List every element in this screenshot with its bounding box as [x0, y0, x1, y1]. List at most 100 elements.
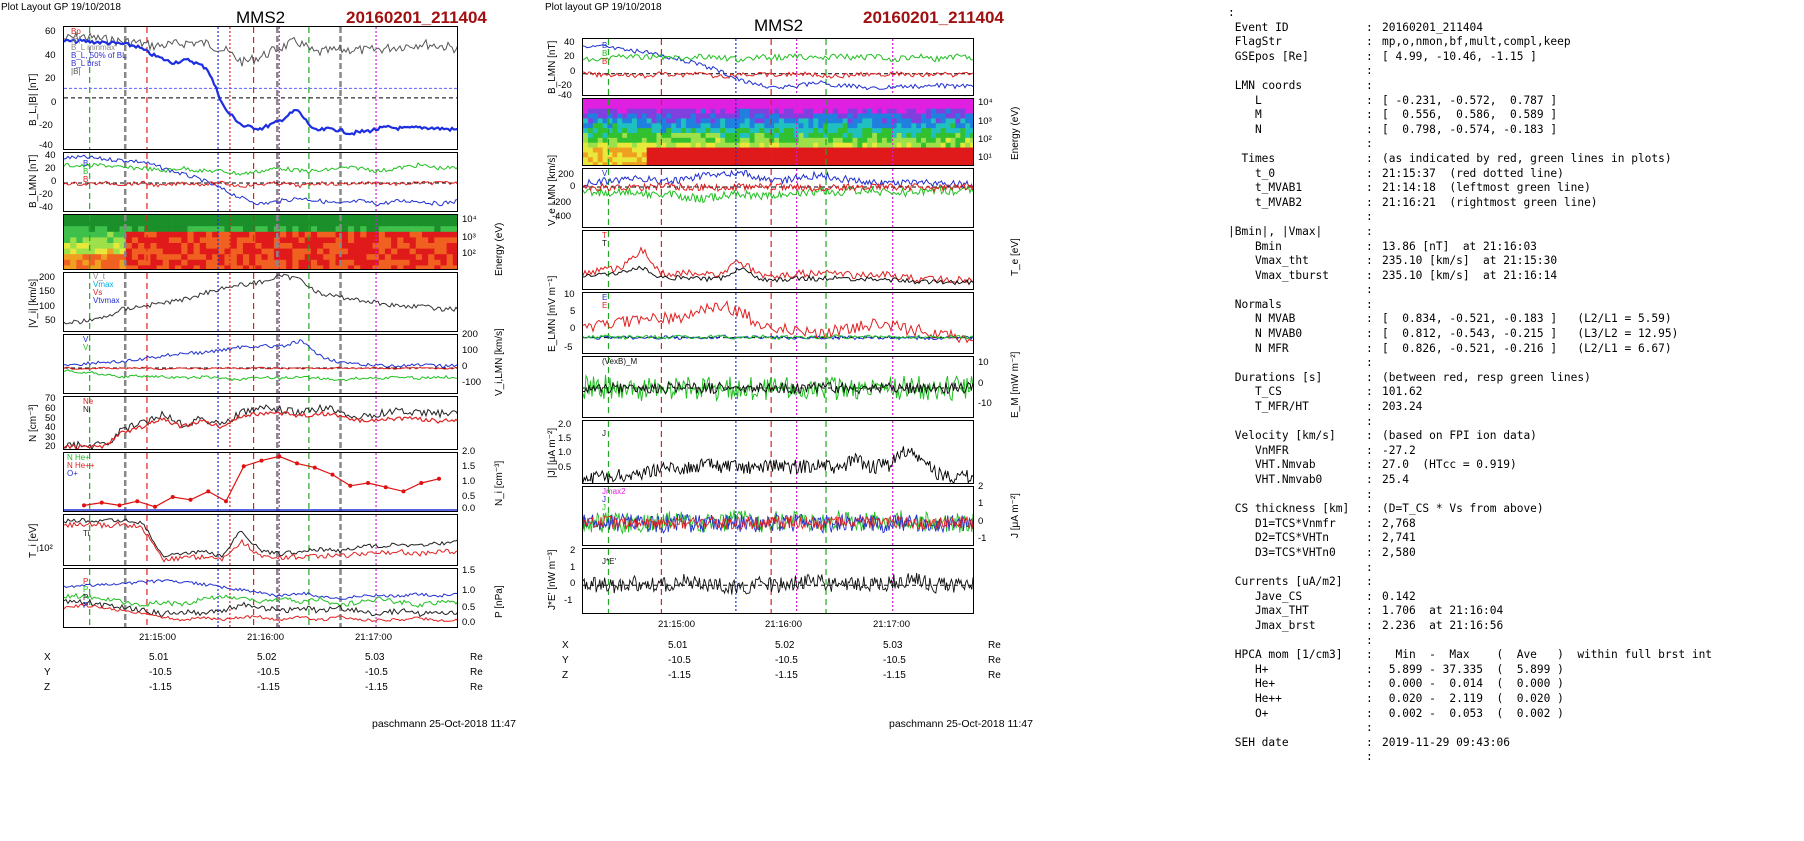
spectrogram-cell	[360, 215, 368, 222]
summary-value: [ 0.556, 0.586, 0.589 ]	[1382, 108, 1558, 122]
spectrogram-cell	[955, 103, 961, 110]
spectrogram-cell	[205, 243, 213, 250]
spectrogram-cell	[828, 113, 834, 120]
spectrogram-cell	[872, 137, 878, 144]
spectrogram-cell	[627, 108, 633, 115]
spectrogram-cell	[921, 118, 927, 124]
spectrogram-cell	[255, 259, 263, 266]
spectrogram-cell	[940, 103, 947, 110]
summary-row: N:[ 0.798, -0.574, -0.183 ]	[1228, 123, 1712, 138]
spectrogram-cell	[700, 108, 707, 115]
spectrogram-cell	[193, 259, 201, 266]
spectrogram-cell	[877, 152, 883, 158]
spectrogram-cell	[798, 128, 805, 134]
spectrogram-cell	[955, 162, 961, 165]
right-spacecraft-label: MMS2	[754, 16, 804, 35]
spectrogram-cell	[255, 215, 263, 222]
spectrogram-cell	[764, 133, 770, 139]
spectrogram-cell	[286, 248, 293, 255]
spectrogram-cell	[940, 108, 947, 115]
spectrogram-cell	[803, 128, 809, 134]
spectrogram-cell	[440, 231, 448, 238]
spectrogram-cell	[695, 142, 702, 149]
spectrogram-cell	[612, 162, 618, 165]
spectrogram-cell	[930, 137, 937, 144]
spectrogram-cell	[218, 237, 226, 244]
spectrogram-cell	[681, 142, 687, 149]
summary-colon: :	[1366, 414, 1373, 428]
spectrogram-cell	[236, 254, 244, 261]
spectrogram-cell	[872, 133, 878, 139]
spectrogram-cell	[138, 231, 145, 238]
spectrogram-cell	[641, 137, 648, 144]
spectrogram-cell	[926, 157, 932, 163]
spectrogram-cell	[779, 137, 785, 144]
spectrogram-cell	[950, 99, 956, 105]
spectrogram-cell	[783, 128, 790, 134]
spectrogram-cell	[446, 231, 454, 238]
panel-plot-hpca-density	[64, 453, 457, 511]
spectrogram-cell	[415, 254, 423, 261]
spectrogram-cell	[916, 108, 922, 115]
spectrogram-cell	[832, 123, 839, 129]
spectrogram-cell	[440, 254, 448, 261]
spectrogram-cell	[261, 248, 269, 255]
spectrogram-cell	[842, 137, 849, 144]
spectrogram-cell	[734, 103, 741, 110]
spectrogram-cell	[144, 237, 152, 244]
spectrogram-cell	[666, 99, 672, 105]
series-line	[64, 162, 457, 176]
spectrogram-cell	[646, 118, 653, 124]
spectrogram-cell	[965, 128, 971, 134]
spectrogram-cell	[82, 243, 90, 250]
spectrogram-cell	[759, 128, 765, 134]
spectrogram-cell	[783, 108, 790, 115]
spectrogram-cell	[421, 259, 429, 266]
summary-colon: :	[1366, 297, 1373, 311]
spectrogram-cell	[421, 254, 429, 261]
y-tick-label: -40	[39, 140, 53, 152]
spectrogram-cell	[867, 133, 873, 139]
series-line	[64, 366, 457, 371]
spectrogram-cell	[916, 137, 922, 144]
spectrogram-cell	[857, 147, 863, 154]
series-line	[583, 514, 973, 531]
spectrogram-cell	[636, 162, 643, 165]
position-label-x: X	[562, 640, 569, 651]
spectrogram-cell	[666, 103, 672, 110]
spectrogram-cell	[857, 128, 863, 134]
spectrogram-cell	[916, 133, 922, 139]
spectrogram-cell	[632, 133, 638, 139]
summary-value: 2,741	[1382, 531, 1416, 545]
summary-key: He+	[1228, 677, 1276, 691]
spectrogram-cell	[205, 248, 213, 255]
spectrogram-cell	[764, 99, 770, 105]
spectrogram-cell	[754, 103, 760, 110]
spectrogram-cell	[818, 99, 824, 105]
spectrogram-cell	[428, 265, 435, 269]
spectrogram-cell	[607, 142, 613, 149]
spectrogram-cell	[434, 237, 442, 244]
series-line	[583, 512, 973, 535]
spectrogram-cell	[181, 259, 189, 266]
spectrogram-cell	[632, 152, 638, 158]
spectrogram-cell	[710, 142, 716, 149]
spectrogram-cell	[886, 108, 893, 115]
spectrogram-cell	[641, 108, 648, 115]
position-value: 5.01	[668, 640, 688, 651]
spectrogram-cell	[705, 128, 711, 134]
spectrogram-cell	[862, 142, 868, 149]
spectrogram-cell	[119, 226, 127, 233]
spectrogram-cell	[926, 128, 932, 134]
spectrogram-cell	[168, 265, 176, 269]
spectrogram-cell	[641, 147, 648, 154]
spectrogram-cell	[280, 226, 287, 233]
spectrogram-cell	[76, 237, 84, 244]
y-tick-label: 0	[978, 516, 984, 527]
position-unit: Re	[470, 652, 483, 663]
spectrogram-cell	[690, 113, 697, 120]
spectrogram-cell	[607, 99, 613, 105]
position-value: -1.15	[775, 670, 798, 681]
spectrogram-cell	[960, 108, 966, 115]
spectrogram-cell	[788, 123, 795, 129]
